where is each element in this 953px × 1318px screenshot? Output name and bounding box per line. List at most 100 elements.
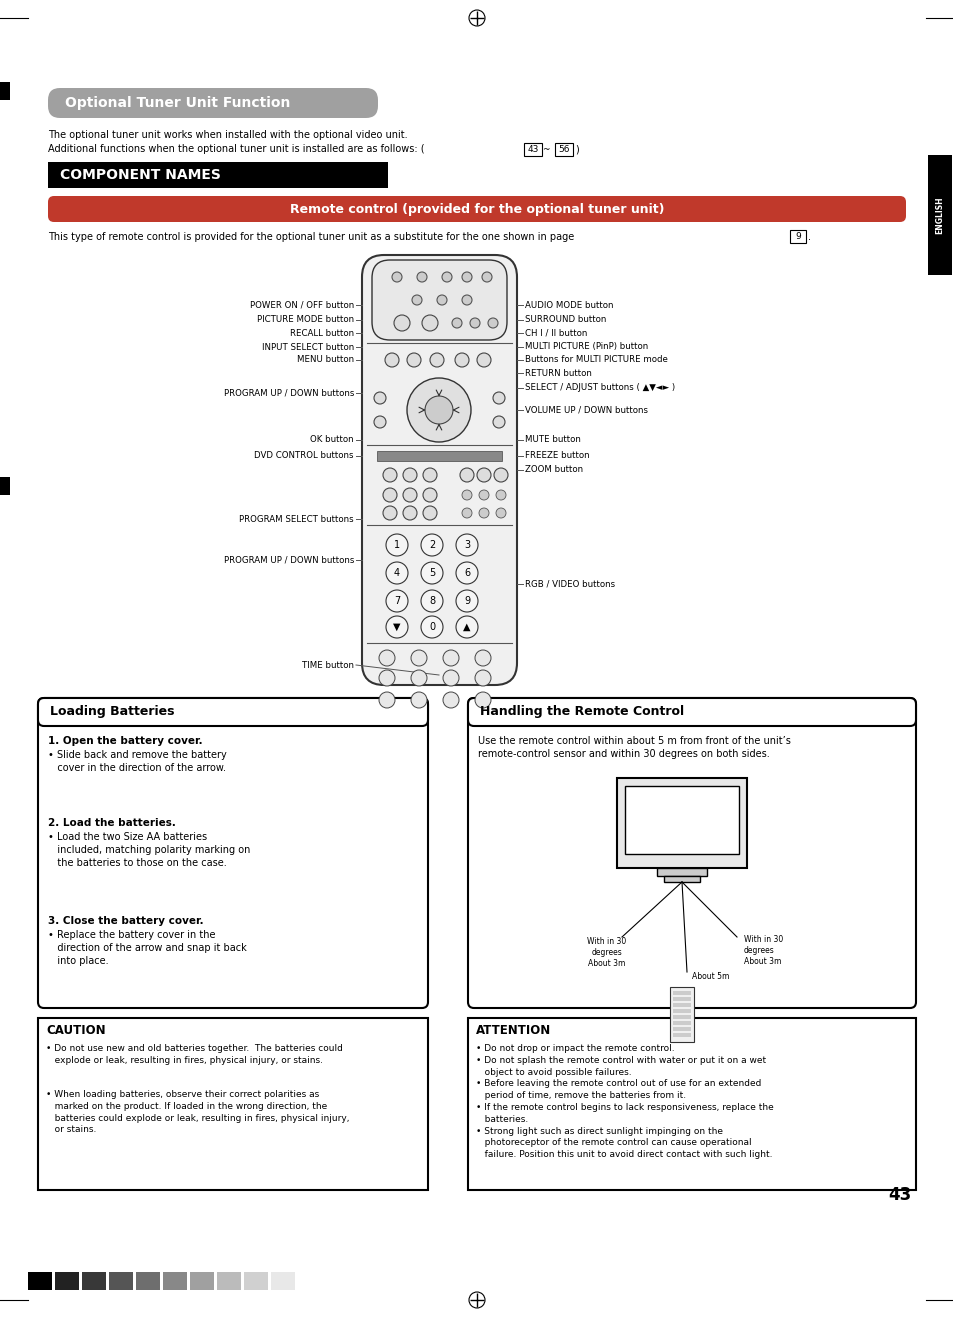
Bar xyxy=(624,786,739,854)
FancyBboxPatch shape xyxy=(48,88,377,119)
Circle shape xyxy=(386,561,408,584)
Circle shape xyxy=(478,490,489,500)
Circle shape xyxy=(493,416,504,428)
Text: MULTI PICTURE (PinP) button: MULTI PICTURE (PinP) button xyxy=(524,343,648,352)
Circle shape xyxy=(496,507,505,518)
Circle shape xyxy=(475,670,491,685)
Text: COMPONENT NAMES: COMPONENT NAMES xyxy=(60,167,221,182)
Bar xyxy=(163,1272,187,1290)
Circle shape xyxy=(442,692,458,708)
Circle shape xyxy=(421,315,437,331)
Text: ATTENTION: ATTENTION xyxy=(476,1024,551,1036)
Text: 2. Load the batteries.: 2. Load the batteries. xyxy=(48,818,175,828)
Circle shape xyxy=(478,507,489,518)
Bar xyxy=(672,991,690,995)
Circle shape xyxy=(402,506,416,521)
Bar xyxy=(136,1272,160,1290)
Bar xyxy=(789,231,805,243)
Text: 7: 7 xyxy=(394,596,399,606)
Bar xyxy=(672,1021,690,1025)
Bar xyxy=(672,1015,690,1019)
Circle shape xyxy=(385,353,398,366)
Text: With in 30
degrees
About 3m: With in 30 degrees About 3m xyxy=(743,934,782,966)
FancyBboxPatch shape xyxy=(361,254,517,685)
Text: MENU button: MENU button xyxy=(296,356,354,365)
Circle shape xyxy=(402,468,416,482)
Circle shape xyxy=(470,318,479,328)
Circle shape xyxy=(382,506,396,521)
Text: PICTURE MODE button: PICTURE MODE button xyxy=(256,315,354,324)
Text: • Load the two Size AA batteries
   included, matching polarity marking on
   th: • Load the two Size AA batteries include… xyxy=(48,832,250,869)
Circle shape xyxy=(422,488,436,502)
Circle shape xyxy=(456,534,477,556)
Circle shape xyxy=(461,507,472,518)
Bar xyxy=(669,987,693,1043)
Text: ENGLISH: ENGLISH xyxy=(935,196,943,233)
Circle shape xyxy=(386,590,408,612)
Text: MUTE button: MUTE button xyxy=(524,435,580,444)
Circle shape xyxy=(456,590,477,612)
Text: This type of remote control is provided for the optional tuner unit as a substit: This type of remote control is provided … xyxy=(48,232,574,243)
Text: ): ) xyxy=(575,145,578,154)
Circle shape xyxy=(442,670,458,685)
FancyBboxPatch shape xyxy=(372,260,506,340)
Bar xyxy=(28,1272,52,1290)
Text: • Do not drop or impact the remote control.
• Do not splash the remote control w: • Do not drop or impact the remote contr… xyxy=(476,1044,773,1160)
Text: OK button: OK button xyxy=(310,435,354,444)
Circle shape xyxy=(488,318,497,328)
Text: 5: 5 xyxy=(429,568,435,579)
Text: PROGRAM UP / DOWN buttons: PROGRAM UP / DOWN buttons xyxy=(223,555,354,564)
Bar xyxy=(48,162,388,188)
Circle shape xyxy=(456,561,477,584)
Text: 8: 8 xyxy=(429,596,435,606)
Circle shape xyxy=(392,272,401,282)
Text: Loading Batteries: Loading Batteries xyxy=(50,705,174,718)
Bar xyxy=(244,1272,268,1290)
Text: ZOOM button: ZOOM button xyxy=(524,465,582,474)
Bar xyxy=(109,1272,132,1290)
FancyBboxPatch shape xyxy=(48,196,905,221)
Circle shape xyxy=(422,506,436,521)
Text: ▲: ▲ xyxy=(463,622,470,633)
Circle shape xyxy=(382,488,396,502)
Bar xyxy=(216,1272,241,1290)
Circle shape xyxy=(441,272,452,282)
Text: 9: 9 xyxy=(794,232,800,241)
Bar xyxy=(663,876,700,882)
Text: 1: 1 xyxy=(394,540,399,550)
Text: DVD CONTROL buttons: DVD CONTROL buttons xyxy=(254,452,354,460)
Circle shape xyxy=(386,534,408,556)
Bar xyxy=(672,1003,690,1007)
Text: 9: 9 xyxy=(463,596,470,606)
Circle shape xyxy=(374,391,386,405)
Text: FREEZE button: FREEZE button xyxy=(524,452,589,460)
Text: VOLUME UP / DOWN buttons: VOLUME UP / DOWN buttons xyxy=(524,406,647,414)
Text: • When loading batteries, observe their correct polarities as
   marked on the p: • When loading batteries, observe their … xyxy=(46,1090,349,1135)
Bar xyxy=(190,1272,213,1290)
Circle shape xyxy=(378,692,395,708)
Text: ~: ~ xyxy=(541,145,549,154)
Text: With in 30
degrees
About 3m: With in 30 degrees About 3m xyxy=(587,937,626,969)
FancyBboxPatch shape xyxy=(468,699,915,726)
Text: RECALL button: RECALL button xyxy=(290,328,354,337)
Text: • Slide back and remove the battery
   cover in the direction of the arrow.: • Slide back and remove the battery cove… xyxy=(48,750,227,774)
Circle shape xyxy=(496,490,505,500)
Text: About 5m: About 5m xyxy=(691,971,729,981)
Circle shape xyxy=(402,488,416,502)
FancyBboxPatch shape xyxy=(468,699,915,1008)
Circle shape xyxy=(476,353,491,366)
Circle shape xyxy=(420,561,442,584)
Bar xyxy=(617,778,746,869)
Circle shape xyxy=(442,650,458,666)
Circle shape xyxy=(420,590,442,612)
FancyBboxPatch shape xyxy=(38,699,428,726)
Circle shape xyxy=(378,670,395,685)
Circle shape xyxy=(455,353,469,366)
Circle shape xyxy=(456,616,477,638)
Text: 3. Close the battery cover.: 3. Close the battery cover. xyxy=(48,916,203,927)
Text: 6: 6 xyxy=(463,568,470,579)
Circle shape xyxy=(494,468,507,482)
Text: Buttons for MULTI PICTURE mode: Buttons for MULTI PICTURE mode xyxy=(524,356,667,365)
Circle shape xyxy=(476,468,491,482)
Circle shape xyxy=(394,315,410,331)
